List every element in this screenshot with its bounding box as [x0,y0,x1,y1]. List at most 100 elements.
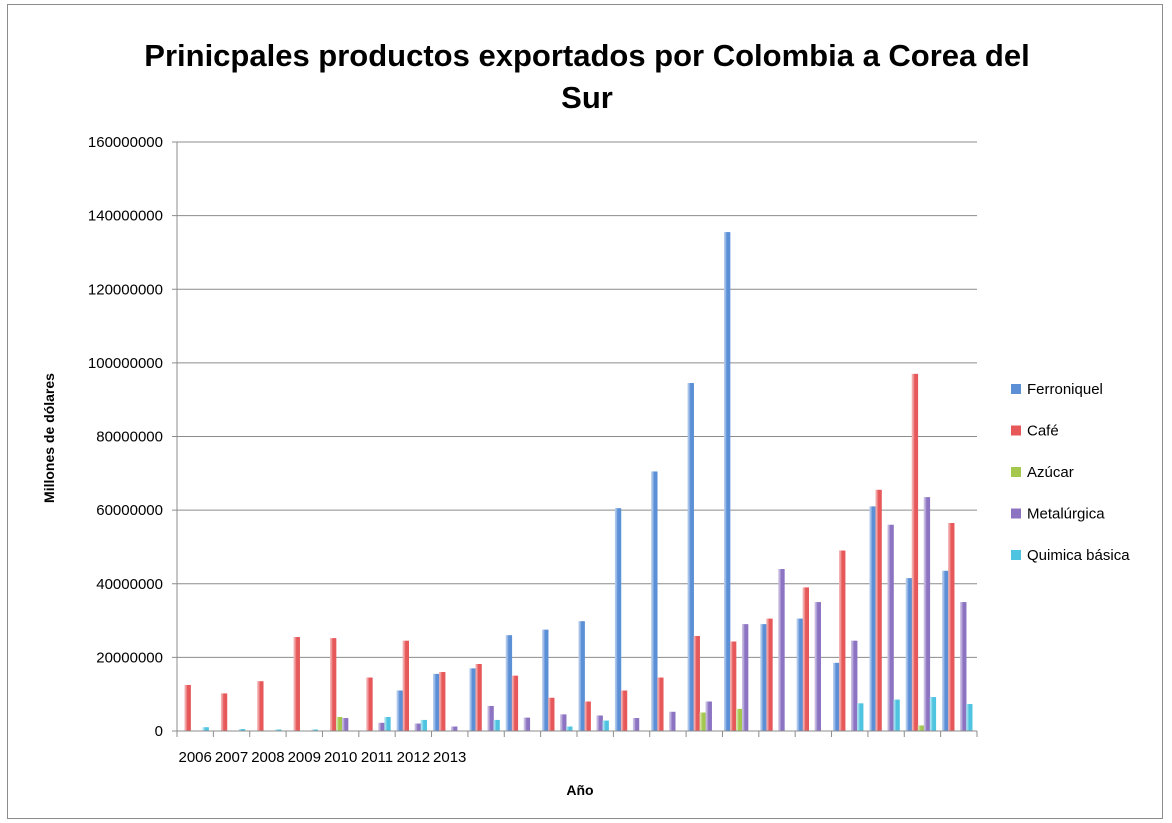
bar-shade [911,373,919,731]
y-tick-label: 20000000 [96,649,163,666]
bar-shade [548,697,555,731]
x-tick-label: 2006 [178,749,211,766]
x-tick-label: 2013 [433,749,466,766]
bar-shade [451,726,458,731]
bar-shade [632,718,640,731]
legend-label: Café [1027,423,1059,440]
bar-shade [851,640,858,731]
bar-shade [966,704,973,731]
bar-shade [505,635,513,731]
bar-shade [378,722,385,731]
bar-shade [814,602,821,731]
legend-swatch [1011,508,1021,519]
bar-shade [202,727,209,731]
legend: Ferroniquel Café Azúcar Metalúrgica Quimica … [1011,381,1130,564]
bar-shade [923,497,931,731]
bar-shade [396,690,403,731]
x-tick-label: 2010 [324,749,357,766]
bar-shade [475,664,482,731]
bar-shade [778,569,785,731]
bar-shade [566,726,573,731]
bar-shade [651,471,658,731]
x-tick-label: 2007 [215,749,248,766]
legend-label: Metalúrgica [1027,506,1105,523]
bar-shade [439,672,446,731]
bar-shade [366,677,373,731]
bar-shade [724,232,731,732]
bar-shade [469,668,476,731]
bar-shade [542,629,549,731]
bar-shade [705,701,712,731]
bar-shade [948,523,955,731]
bar-shade [493,719,500,731]
bar-shade [602,720,609,731]
legend-label: Azúcar [1027,464,1074,481]
bar-shade [414,723,421,731]
bar-shade [511,675,519,731]
chart-title-line2: Sur [561,80,613,115]
y-tick-label: 100000000 [88,355,163,372]
y-axis-label: Millones de dólares [41,373,57,503]
y-tick-label: 120000000 [88,281,163,298]
bar-shade [523,717,531,731]
bar-shade [960,602,967,731]
bar-shade [730,641,737,731]
bar-shade [293,637,300,731]
y-tick-label: 160000000 [88,134,163,151]
bar-shade [238,729,246,731]
x-tick-marks [176,731,978,737]
bars [184,232,973,732]
bar-shade [887,524,894,731]
bar-shade [487,705,494,731]
bar-shade [669,711,676,731]
bar-shade [257,681,264,731]
x-tick-label: 2009 [288,749,321,766]
y-tick-label: 140000000 [88,208,163,225]
bar-shade [905,578,913,731]
bar-shade [433,673,440,731]
bar-shade [614,508,622,731]
bar-shade [857,703,864,731]
bar-shade [802,587,809,731]
bar-shade [220,693,228,731]
bar-shade [875,489,882,731]
x-tick-labels: 2006 2007 2008 2009 2010 2011 2012 2013 [178,749,466,766]
bar-shade [893,699,900,731]
bar-shade [184,684,191,731]
bar-shade [578,621,585,731]
y-tick-label: 0 [155,723,163,740]
bar-shade [657,677,664,731]
y-tick-label: 60000000 [96,502,163,519]
bar-shade [693,636,700,731]
x-tick-label: 2011 [361,749,393,766]
bar-shade [596,715,603,731]
bar-shade [766,618,773,731]
bar-shade [839,550,846,731]
bar-shade [311,729,318,731]
chart-frame [7,4,1163,819]
bar-shade [342,718,349,731]
legend-swatch [1011,467,1021,477]
bar-shade [833,662,840,731]
bar-shade [699,712,706,731]
bar-shade [917,725,925,731]
legend-label: Ferroniquel [1027,381,1103,398]
bar-shade [742,624,749,731]
bar-shade [275,729,282,731]
legend-swatch [1011,550,1021,560]
legend-label: Quimica básica [1027,547,1130,564]
bar-shade [420,719,427,731]
bar-shade [869,506,876,731]
y-tick-labels: 0 20000000 40000000 60000000 80000000 1000000… [88,134,163,740]
y-tick-label: 40000000 [96,576,163,593]
bar-shade [402,640,409,731]
bar-shade [736,708,743,731]
bar-shade [560,714,567,731]
x-tick-label: 2012 [397,749,430,766]
bar-shade [687,383,694,731]
bar-shade [929,697,937,731]
bar-shade [942,570,949,731]
x-axis-label: Año [566,782,593,798]
bar-shade [330,638,337,731]
